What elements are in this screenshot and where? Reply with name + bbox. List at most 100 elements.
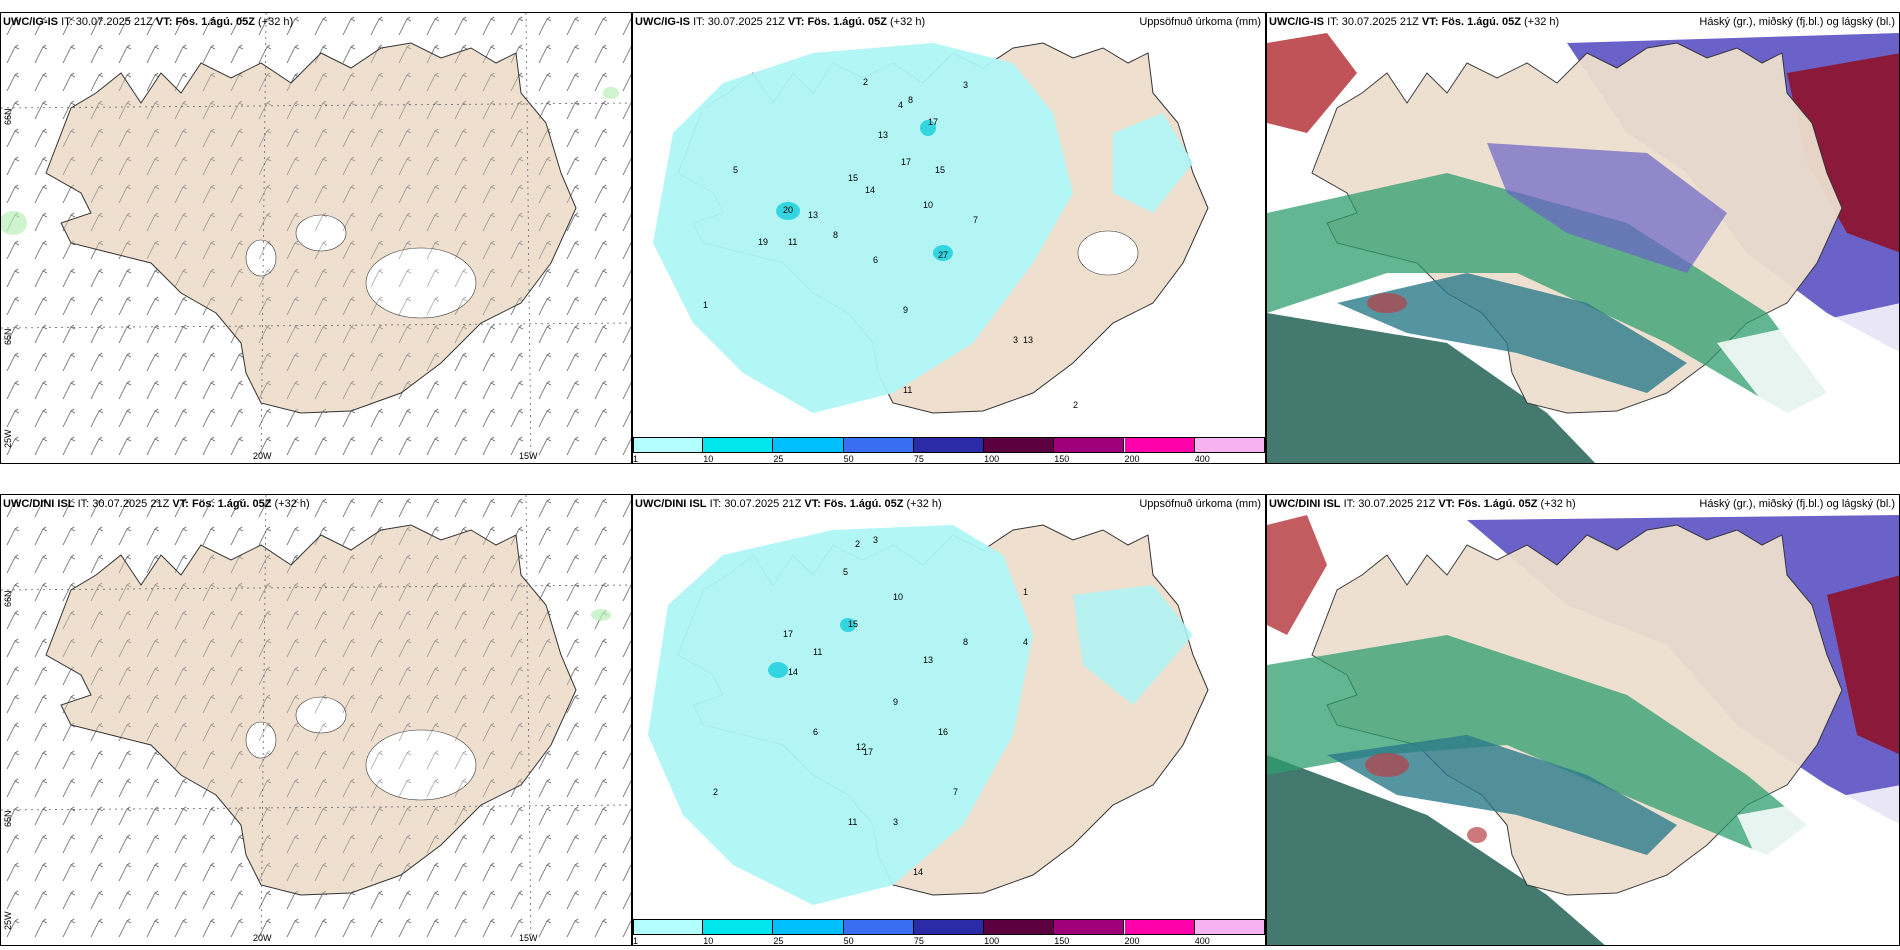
svg-text:8: 8 (908, 95, 913, 105)
colorbar-tick: 75 (913, 936, 924, 946)
wind-panel-top: UWC/IG-IS IT: 30.07.2025 21Z VT: Fös. 1.… (0, 12, 632, 464)
colorbar-tick: 10 (703, 936, 714, 946)
colorbar-tick: 50 (843, 936, 854, 946)
panel-header: UWC/DINI ISL IT: 30.07.2025 21Z VT: Fös.… (3, 498, 310, 510)
colorbar-tick: 25 (773, 454, 784, 464)
colorbar-tick: 400 (1194, 936, 1210, 946)
lon-label: 15W (519, 451, 538, 461)
cloud-panel-top: UWC/IG-IS IT: 30.07.2025 21Z VT: Fös. 1.… (1266, 12, 1900, 464)
svg-text:4: 4 (898, 100, 903, 110)
precip-map: 2 3 5 17 15 11 10 14 12 16 13 9 8 4 1 6 … (648, 524, 1209, 905)
svg-text:7: 7 (953, 787, 958, 797)
svg-text:5: 5 (733, 165, 738, 175)
colorbar-tick: 400 (1194, 454, 1210, 464)
colorbar-tick: 25 (773, 936, 784, 946)
svg-text:13: 13 (878, 130, 888, 140)
svg-text:8: 8 (963, 637, 968, 647)
svg-text:4: 4 (1023, 637, 1028, 647)
lon-label: 25W (3, 911, 13, 930)
lon-label: 15W (519, 933, 538, 943)
svg-text:3: 3 (873, 535, 878, 545)
svg-text:3: 3 (893, 817, 898, 827)
svg-text:9: 9 (893, 697, 898, 707)
cloud-map (1267, 495, 1899, 945)
svg-text:3: 3 (963, 80, 968, 90)
precip-colorbar: 1 10 25 50 75 100 150 200 400 (633, 437, 1265, 463)
svg-text:9: 9 (903, 305, 908, 315)
svg-text:15: 15 (935, 165, 945, 175)
svg-text:14: 14 (865, 185, 875, 195)
colorbar-tick: 100 (984, 454, 1000, 464)
svg-text:13: 13 (923, 655, 933, 665)
svg-text:11: 11 (848, 817, 857, 827)
svg-text:2: 2 (863, 77, 868, 87)
panel-title: Uppsöfnuð úrkoma (mm) (1139, 498, 1261, 510)
panel-title: Háský (gr.), miðský (fj.bl.) og lágský (… (1699, 498, 1895, 510)
panel-header: UWC/IG-IS IT: 30.07.2025 21Z VT: Fös. 1.… (635, 16, 926, 28)
cloud-map (1267, 13, 1899, 463)
lat-label: 65N (3, 328, 13, 345)
svg-text:15: 15 (848, 173, 858, 183)
svg-text:7: 7 (973, 215, 978, 225)
svg-text:3: 3 (1013, 335, 1018, 345)
cloud-panel-bottom: UWC/DINI ISL IT: 30.07.2025 21Z VT: Fös.… (1266, 494, 1900, 946)
lat-label: 66N (3, 108, 13, 125)
svg-text:17: 17 (928, 117, 938, 127)
svg-text:14: 14 (913, 867, 923, 877)
wind-panel-bottom: UWC/DINI ISL IT: 30.07.2025 21Z VT: Fös.… (0, 494, 632, 946)
precip-colorbar: 1 10 25 50 75 100 150 200 400 (633, 919, 1265, 945)
colorbar-tick: 200 (1124, 454, 1140, 464)
svg-text:19: 19 (758, 237, 768, 247)
svg-text:14: 14 (788, 667, 798, 677)
colorbar-tick: 150 (1054, 454, 1070, 464)
panel-header: UWC/DINI ISL IT: 30.07.2025 21Z VT: Fös.… (1269, 498, 1576, 510)
svg-text:17: 17 (901, 157, 911, 167)
panel-header: UWC/DINI ISL IT: 30.07.2025 21Z VT: Fös.… (635, 498, 942, 510)
precip-map: 2 4 8 3 17 15 17 15 13 20 19 11 8 6 9 27… (653, 42, 1209, 414)
svg-text:8: 8 (833, 230, 838, 240)
lat-label: 66N (3, 590, 13, 607)
colorbar-tick: 150 (1054, 936, 1070, 946)
panel-header: UWC/IG-IS IT: 30.07.2025 21Z VT: Fös. 1.… (3, 16, 294, 28)
colorbar-tick: 1 (633, 454, 639, 464)
lon-label: 25W (3, 429, 13, 448)
svg-text:11: 11 (788, 237, 797, 247)
lat-label: 65N (3, 810, 13, 827)
wind-map (1, 495, 631, 945)
svg-text:17: 17 (783, 629, 793, 639)
svg-text:17: 17 (863, 747, 873, 757)
svg-text:6: 6 (873, 255, 878, 265)
panel-header: UWC/IG-IS IT: 30.07.2025 21Z VT: Fös. 1.… (1269, 16, 1560, 28)
colorbar-tick: 100 (984, 936, 1000, 946)
svg-text:12: 12 (856, 742, 866, 752)
precip-panel-top: UWC/IG-IS IT: 30.07.2025 21Z VT: Fös. 1.… (632, 12, 1266, 464)
svg-text:10: 10 (923, 200, 933, 210)
svg-text:2: 2 (713, 787, 718, 797)
colorbar-tick: 75 (913, 454, 924, 464)
panel-title: Háský (gr.), miðský (fj.bl.) og lágský (… (1699, 16, 1895, 28)
svg-text:15: 15 (848, 619, 858, 629)
wind-map (1, 13, 631, 463)
svg-text:10: 10 (893, 592, 903, 602)
svg-text:2: 2 (855, 539, 860, 549)
svg-text:20: 20 (783, 205, 793, 215)
colorbar-tick: 1 (633, 936, 639, 946)
lon-label: 20W (253, 933, 272, 943)
svg-text:11: 11 (813, 647, 822, 657)
panel-title: Uppsöfnuð úrkoma (mm) (1139, 16, 1261, 28)
precip-panel-bottom: UWC/DINI ISL IT: 30.07.2025 21Z VT: Fös.… (632, 494, 1266, 946)
svg-text:13: 13 (1023, 335, 1033, 345)
colorbar-tick: 10 (703, 454, 714, 464)
svg-text:2: 2 (1073, 400, 1078, 410)
svg-text:27: 27 (938, 250, 948, 260)
lon-label: 20W (253, 451, 272, 461)
svg-text:6: 6 (813, 727, 818, 737)
svg-text:16: 16 (938, 727, 948, 737)
svg-text:1: 1 (1023, 587, 1028, 597)
colorbar-tick: 200 (1124, 936, 1140, 946)
svg-text:13: 13 (808, 210, 818, 220)
svg-text:5: 5 (843, 567, 848, 577)
svg-text:11: 11 (903, 385, 912, 395)
svg-text:1: 1 (703, 300, 708, 310)
colorbar-tick: 50 (843, 454, 854, 464)
